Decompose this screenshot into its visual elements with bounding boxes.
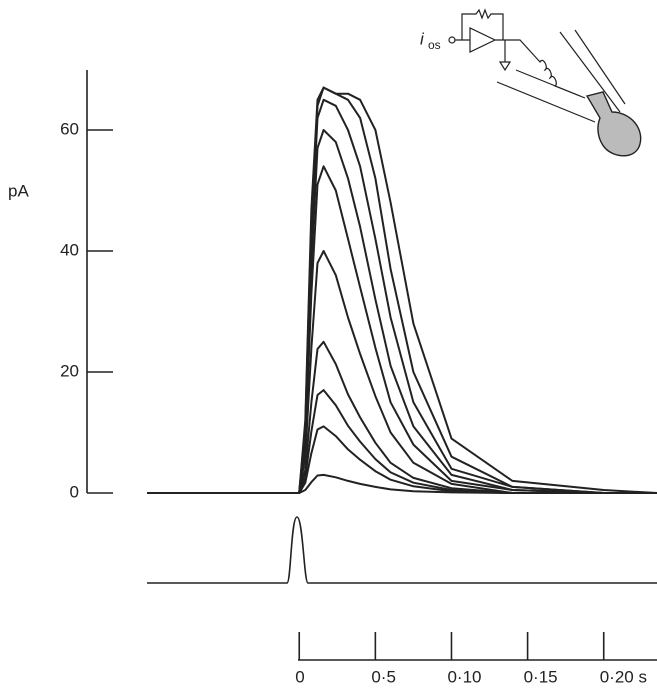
x-tick-label: 0 bbox=[295, 667, 304, 686]
inset-subscript: os bbox=[428, 38, 441, 52]
y-tick-label: 0 bbox=[70, 482, 79, 501]
x-tick-label: 0·5 bbox=[371, 667, 396, 686]
y-axis-label: pA bbox=[8, 181, 29, 200]
trace bbox=[147, 86, 657, 494]
x-tick-label: 0·20 s bbox=[600, 667, 647, 686]
y-tick-label: 40 bbox=[60, 240, 79, 259]
y-tick-label: 60 bbox=[60, 119, 79, 138]
inset-label: i bbox=[420, 29, 425, 48]
stimulus-trace bbox=[147, 516, 657, 584]
y-tick-label: 20 bbox=[60, 361, 79, 380]
trace bbox=[147, 425, 657, 494]
trace bbox=[147, 98, 657, 494]
trace bbox=[147, 250, 657, 494]
trace bbox=[147, 165, 657, 494]
trace bbox=[147, 389, 657, 494]
inset-diagram: i os bbox=[420, 8, 642, 157]
x-tick-label: 0·10 bbox=[447, 667, 481, 686]
trace bbox=[147, 86, 657, 494]
trace bbox=[147, 340, 657, 494]
trace bbox=[147, 129, 657, 494]
x-tick-label: 0·15 bbox=[524, 667, 558, 686]
